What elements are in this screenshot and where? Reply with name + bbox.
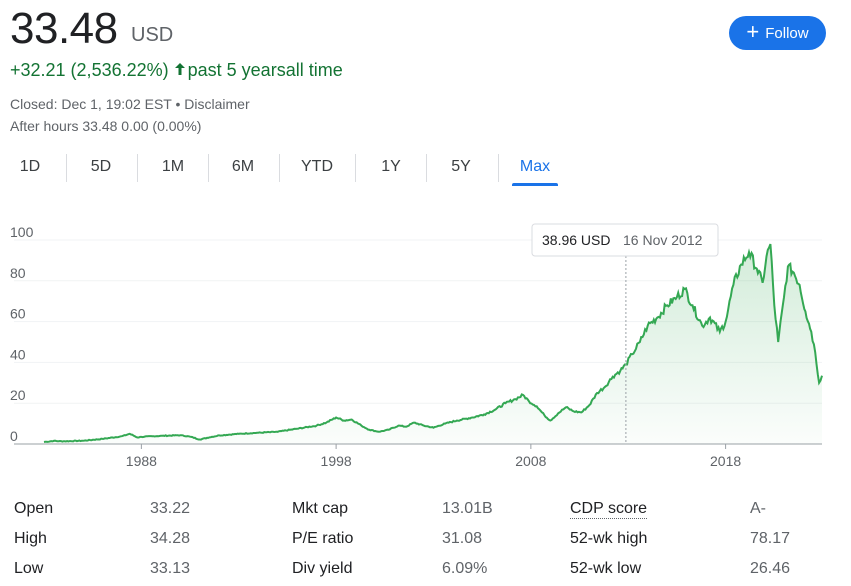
tab-divider	[208, 154, 209, 182]
price-chart[interactable]: 0 20 40 60 80 100 1988 1998 2008 2018 38.96 USD …	[0, 210, 851, 475]
tab-divider	[137, 154, 138, 182]
tab-divider	[498, 154, 499, 182]
tooltip-date: 16 Nov 2012	[623, 232, 703, 248]
x-tick-label: 2008	[515, 453, 546, 469]
currency-label: USD	[131, 24, 174, 46]
change-value: +32.21 (2,536.22%)	[10, 60, 169, 80]
y-tick-label: 80	[10, 265, 26, 281]
after-hours-info: After hours 33.48 0.00 (0.00%)	[10, 118, 202, 134]
price-area	[44, 244, 822, 444]
follow-button[interactable]: + Follow	[729, 16, 826, 50]
stat-label-high: High	[14, 530, 47, 547]
stat-value-cdp-score: A-	[750, 500, 766, 517]
tab-divider	[66, 154, 67, 182]
stat-label-cdp-score[interactable]: CDP score	[570, 500, 648, 519]
tooltip-value: 38.96 USD	[542, 232, 610, 248]
y-tick-label: 20	[10, 387, 26, 403]
tab-divider	[279, 154, 280, 182]
price-change: +32.21 (2,536.22%) past 5 yearsall time	[10, 60, 343, 81]
up-arrow-icon	[174, 60, 188, 81]
y-tick-label: 60	[10, 306, 26, 322]
tab-divider	[355, 154, 356, 182]
stat-label-mkt-cap: Mkt cap	[292, 500, 349, 517]
y-tick-label: 0	[10, 428, 18, 444]
x-tick-label: 2018	[710, 453, 741, 469]
tab-ytd[interactable]: YTD	[301, 158, 333, 175]
closed-info: Closed: Dec 1, 19:02 EST • Disclaimer	[10, 96, 250, 112]
tab-5y[interactable]: 5Y	[451, 158, 471, 175]
range-tabs: 1D 5D 1M 6M YTD 1Y 5Y Max	[0, 150, 580, 186]
x-tick-label: 1988	[126, 453, 157, 469]
chart-tooltip: 38.96 USD 16 Nov 2012	[531, 223, 719, 257]
stat-label-52wk-low: 52-wk low	[570, 560, 642, 577]
stat-value-pe-ratio: 31.08	[442, 530, 483, 547]
stat-label-52wk-high: 52-wk high	[570, 530, 648, 547]
y-tick-label: 100	[10, 224, 34, 240]
tab-1y[interactable]: 1Y	[381, 158, 401, 175]
stat-value-high: 34.28	[150, 530, 191, 547]
stat-label-div-yield: Div yield	[292, 560, 353, 577]
follow-label: Follow	[765, 24, 809, 42]
y-tick-label: 40	[10, 346, 26, 362]
stat-value-low: 33.13	[150, 560, 191, 577]
tab-6m[interactable]: 6M	[231, 158, 255, 175]
tab-divider	[426, 154, 427, 182]
stat-label-pe-ratio: P/E ratio	[292, 530, 354, 547]
price-line	[43, 243, 823, 443]
tab-max[interactable]: Max	[512, 150, 558, 186]
change-suffix: all time	[285, 60, 343, 80]
plus-icon: +	[746, 19, 760, 44]
tab-5d[interactable]: 5D	[90, 158, 112, 175]
stat-value-open: 33.22	[150, 500, 191, 517]
change-period: past 5 years	[187, 60, 286, 80]
stat-value-mkt-cap: 13.01B	[442, 500, 493, 517]
tab-1m[interactable]: 1M	[161, 158, 185, 175]
stat-label-open: Open	[14, 500, 54, 517]
tooltip-box	[531, 223, 719, 257]
stat-value-52wk-high: 78.17	[750, 530, 791, 547]
tab-1d[interactable]: 1D	[19, 158, 41, 175]
stat-label-low: Low	[14, 560, 44, 577]
x-tick-label: 1998	[321, 453, 352, 469]
stock-price: 33.48	[10, 4, 118, 53]
stat-value-div-yield: 6.09%	[442, 560, 488, 577]
stat-value-52wk-low: 26.46	[750, 560, 791, 577]
